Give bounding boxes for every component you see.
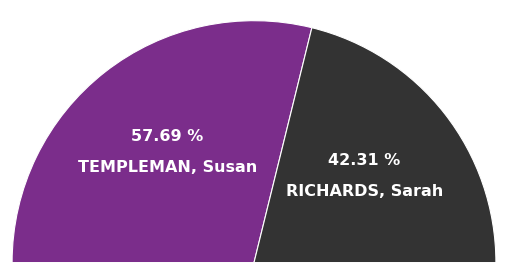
Text: 42.31 %: 42.31 % — [328, 153, 401, 168]
Text: 57.69 %: 57.69 % — [132, 129, 204, 144]
Wedge shape — [12, 21, 312, 262]
Wedge shape — [254, 28, 496, 262]
Text: TEMPLEMAN, Susan: TEMPLEMAN, Susan — [78, 160, 257, 175]
Text: RICHARDS, Sarah: RICHARDS, Sarah — [286, 184, 443, 199]
